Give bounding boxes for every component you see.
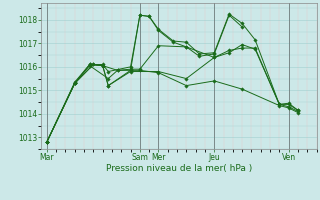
X-axis label: Pression niveau de la mer( hPa ): Pression niveau de la mer( hPa ) (106, 164, 252, 173)
